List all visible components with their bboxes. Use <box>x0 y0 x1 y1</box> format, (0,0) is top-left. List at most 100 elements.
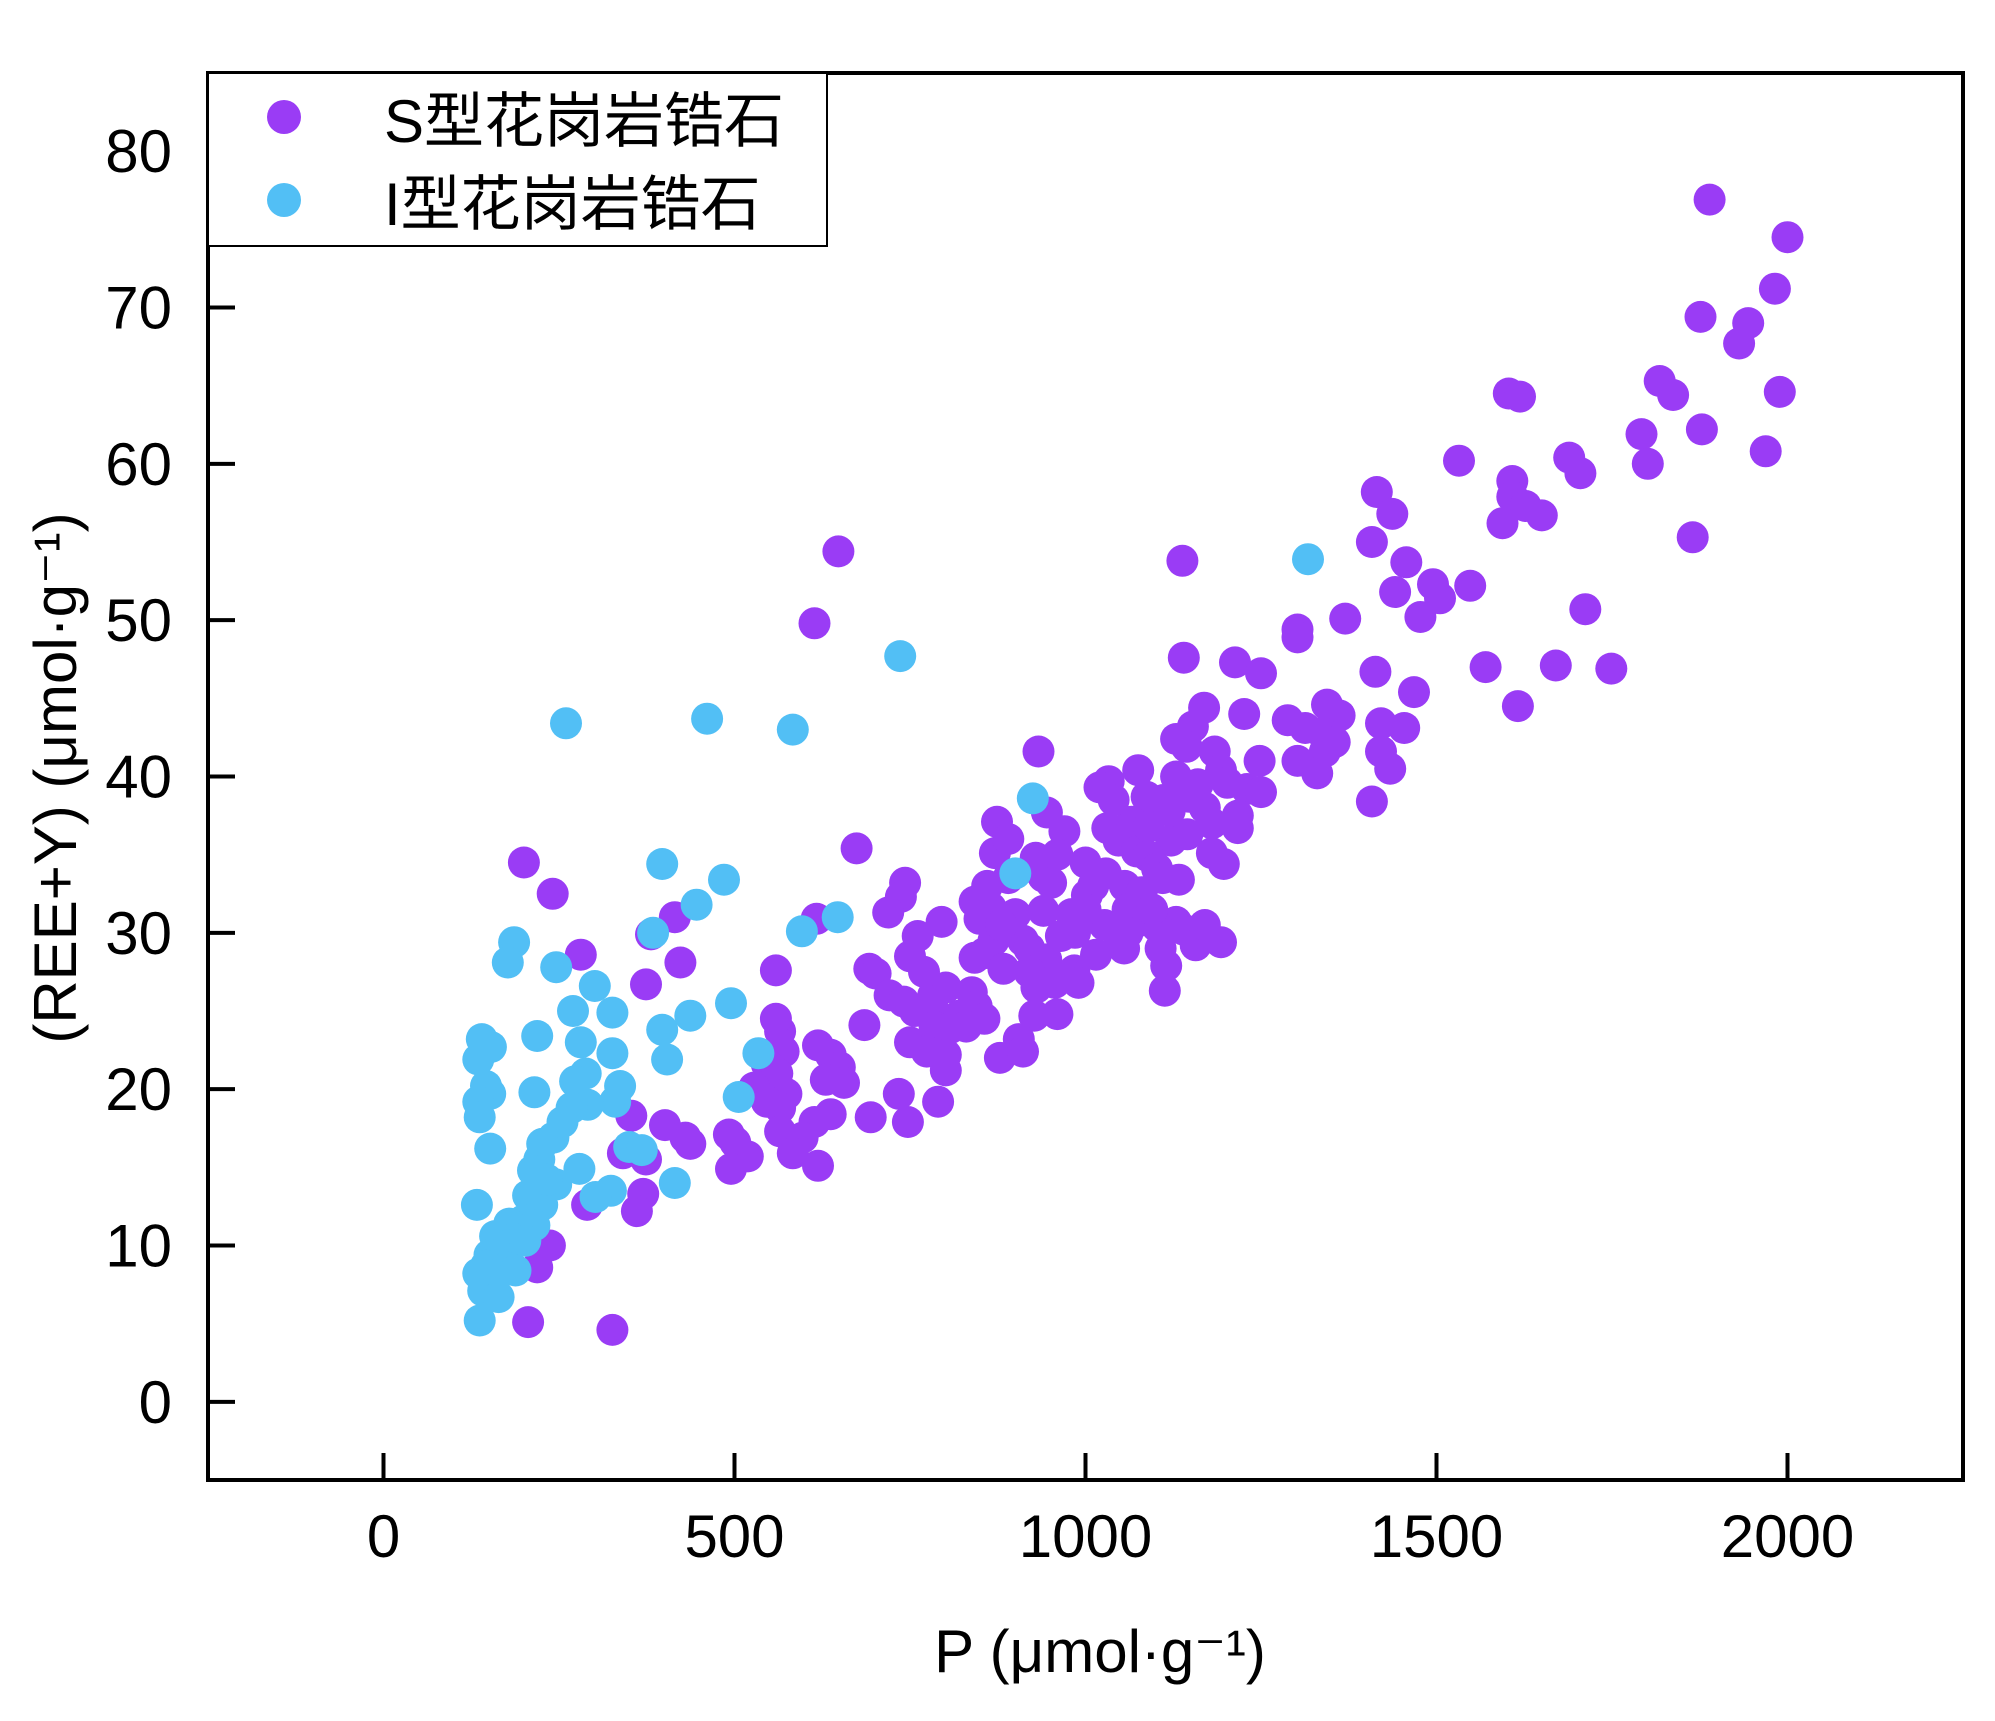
s-type-zircon-point <box>1329 602 1362 635</box>
s-type-zircon-point <box>1539 649 1572 682</box>
i-type-zircon-point <box>499 1254 532 1287</box>
s-type-zircon-point <box>1062 966 1095 999</box>
s-type-zircon-point <box>822 535 855 568</box>
s-type-zircon-point <box>507 846 540 879</box>
s-type-zircon-point <box>1083 771 1116 804</box>
y-tick-label: 50 <box>105 587 172 654</box>
legend: S型花岗岩锆石 I型花岗岩锆石 <box>207 72 828 247</box>
i-type-zircon-point <box>742 1037 775 1070</box>
x-tick-label: 1000 <box>1019 1503 1152 1570</box>
i-type-zircon-point <box>564 1026 597 1059</box>
s-type-zircon-point <box>674 1127 707 1160</box>
i-type-zircon-point <box>1016 782 1049 815</box>
x-axis-label: P (μmol·g⁻¹) <box>934 1618 1266 1685</box>
i-type-zircon-point <box>579 1181 612 1213</box>
s-type-zircon-point <box>1486 507 1519 540</box>
s-type-zircon-point <box>872 896 905 929</box>
i-type-zircon-point <box>559 1065 592 1098</box>
s-type-zircon-point <box>620 1195 653 1228</box>
s-type-zircon-point <box>1376 497 1409 530</box>
s-type-zircon-point <box>1153 794 1186 827</box>
i-type-zircon-point <box>596 1037 629 1070</box>
i-type-zircon-point <box>550 707 582 740</box>
s-type-zircon-point <box>715 1152 747 1185</box>
y-tick-label: 40 <box>105 744 172 811</box>
axis-ticks-layer: 0 500 1000 1500 2000 0 10 20 30 40 50 60 70 80 <box>105 118 1854 1570</box>
legend-label-s-type: S型花岗岩锆石 <box>384 88 784 155</box>
s-type-zircon-point <box>1022 735 1055 768</box>
s-type-zircon-point <box>987 952 1020 985</box>
legend-marker-i-type <box>267 183 301 217</box>
s-type-zircon-point <box>798 607 831 640</box>
i-type-zircon-point <box>1292 543 1324 576</box>
s-type-zircon-point <box>1749 435 1782 468</box>
y-tick-label: 20 <box>105 1056 172 1123</box>
s-type-zircon-point <box>1041 838 1074 871</box>
s-type-zircon-point <box>1111 893 1144 926</box>
i-type-zircon-point <box>999 857 1032 890</box>
s-type-zircon-point <box>1388 712 1421 744</box>
i-type-zircon-point <box>596 996 629 1029</box>
s-type-zircon-point <box>1167 641 1200 674</box>
s-type-zircon-point <box>1359 655 1392 688</box>
i-type-zircon-point <box>691 702 724 735</box>
s-type-zircon-point <box>1569 593 1602 626</box>
s-type-zircon-point <box>1080 938 1112 971</box>
s-type-zircon-point <box>1404 601 1437 633</box>
i-type-zircon-point <box>785 915 818 948</box>
i-type-zircon-point <box>546 1106 579 1138</box>
i-type-zircon-point <box>715 987 747 1020</box>
s-type-zircon-point <box>536 877 569 910</box>
s-type-zircon-point <box>1398 676 1430 709</box>
s-type-zircon-point <box>1355 785 1388 818</box>
s-type-zircon-point <box>1148 974 1181 1007</box>
x-tick-label: 0 <box>367 1503 400 1570</box>
s-type-zircon-point <box>1301 757 1334 790</box>
i-type-zircon-point <box>722 1081 755 1113</box>
s-type-zircon-point <box>1379 576 1412 608</box>
x-tick-label: 2000 <box>1721 1503 1854 1570</box>
s-type-zircon-point <box>1625 418 1658 451</box>
s-type-zircon-point <box>1595 652 1628 685</box>
i-type-zircon-point <box>462 1043 495 1076</box>
x-tick-label: 500 <box>684 1503 784 1570</box>
s-type-zircon-point <box>664 946 697 979</box>
s-type-zircon-point <box>1763 375 1796 408</box>
s-type-zircon-point <box>992 823 1025 855</box>
i-type-zircon-point <box>651 1043 684 1076</box>
s-type-zircon-point <box>776 1137 809 1170</box>
s-type-zircon-point <box>1245 657 1277 690</box>
s-type-zircon-point <box>1171 818 1204 851</box>
i-type-zircon-point <box>518 1076 551 1109</box>
s-type-zircon-point <box>1245 776 1277 809</box>
s-type-zircon-point <box>1443 444 1475 477</box>
s-type-zircon-point <box>882 1077 915 1110</box>
s-type-zircon-point <box>1195 807 1228 840</box>
legend-box <box>207 72 828 247</box>
s-type-zircon-point <box>1684 300 1717 333</box>
i-type-zircon-point <box>491 946 524 979</box>
s-type-zircon-point <box>1146 862 1179 895</box>
s-type-zircon-point <box>840 832 873 865</box>
i-type-zircon-point <box>531 1163 564 1196</box>
s-type-zircon-point <box>1501 690 1534 723</box>
s-type-zircon-point <box>1181 768 1214 801</box>
s-type-zircon-point <box>1504 380 1536 413</box>
series-group-i-type <box>460 543 1324 1337</box>
s-type-zircon-point <box>1281 621 1314 654</box>
s-type-zircon-point <box>1041 998 1074 1031</box>
i-type-zircon-point <box>463 1101 496 1134</box>
i-type-zircon-point <box>674 999 707 1032</box>
s-type-zircon-point <box>1027 894 1060 927</box>
i-type-zircon-point <box>599 1085 632 1118</box>
y-tick-label: 10 <box>105 1213 172 1280</box>
i-type-zircon-point <box>776 713 809 746</box>
s-type-zircon-point <box>971 869 1004 902</box>
i-type-zircon-point <box>625 1134 658 1167</box>
s-type-zircon-point <box>512 1306 545 1339</box>
s-type-zircon-point <box>1228 698 1261 730</box>
s-type-zircon-point <box>630 968 662 1001</box>
s-type-zircon-point <box>848 1009 881 1042</box>
s-type-zircon-point <box>950 1010 983 1043</box>
s-type-zircon-point <box>1221 799 1254 832</box>
